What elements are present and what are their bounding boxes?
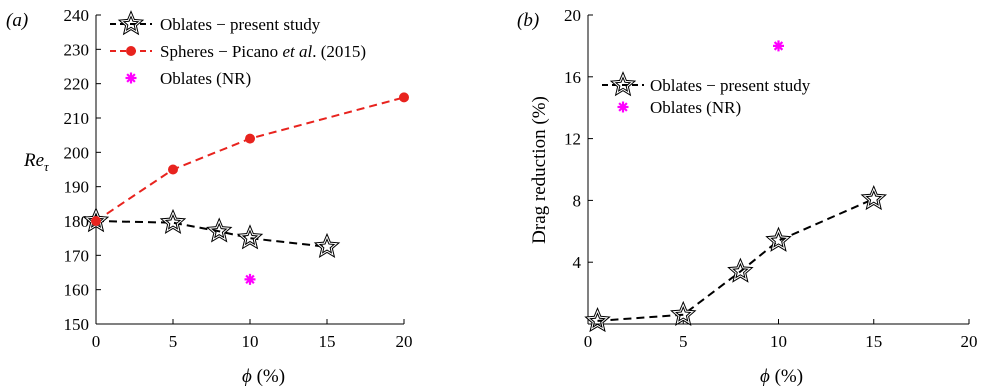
x-tick-label: 20 bbox=[961, 332, 978, 351]
y-tick-label: 12 bbox=[564, 130, 581, 149]
data-point-star bbox=[727, 257, 754, 283]
x-tick-label: 20 bbox=[396, 332, 413, 351]
y-tick-label: 4 bbox=[573, 253, 582, 272]
y-tick-label: 16 bbox=[564, 68, 581, 87]
data-point-star bbox=[860, 184, 887, 211]
chart-a-legend: Oblates − present study Spheres − Picano… bbox=[110, 10, 366, 88]
chart-a-series bbox=[82, 92, 409, 285]
data-point-circle bbox=[399, 92, 409, 103]
y-tick-label: 150 bbox=[64, 315, 90, 334]
legend-b-label-nr: Oblates (NR) bbox=[650, 98, 741, 117]
chart-a-x-ticks: 0 5 10 15 20 bbox=[92, 319, 413, 351]
x-tick-label: 15 bbox=[865, 332, 882, 351]
y-tick-label: 220 bbox=[64, 75, 90, 94]
legend-a-label-oblates: Oblates − present study bbox=[160, 15, 321, 34]
legend-star bbox=[117, 10, 145, 36]
data-point-star bbox=[765, 226, 792, 252]
x-tick-label: 10 bbox=[242, 332, 259, 351]
legend-b-label-oblates: Oblates − present study bbox=[650, 76, 811, 95]
data-point-star bbox=[584, 307, 611, 333]
data-point-asterisk bbox=[244, 273, 256, 285]
data-point-star bbox=[670, 300, 697, 326]
series-line-a-1 bbox=[95, 96, 405, 222]
y-tick-label: 200 bbox=[64, 143, 90, 162]
y-tick-label: 190 bbox=[64, 178, 90, 197]
chart-b-series bbox=[584, 40, 887, 333]
panel-a-label: (a) bbox=[6, 10, 28, 31]
legend-a-marker-oblates bbox=[117, 10, 145, 36]
chart-b-y-ticks: 4 8 12 16 20 bbox=[564, 6, 593, 325]
x-tick-label: 10 bbox=[770, 332, 787, 351]
chart-b-legend: Oblates − present study Oblates (NR) bbox=[602, 71, 811, 117]
x-tick-label: 0 bbox=[584, 332, 593, 351]
y-tick-label: 160 bbox=[64, 281, 90, 300]
series-line-b-0 bbox=[597, 197, 875, 322]
y-tick-label: 8 bbox=[573, 191, 582, 210]
legend-a-marker-spheres bbox=[126, 46, 136, 56]
x-tick-label: 0 bbox=[92, 332, 101, 351]
data-point-circle bbox=[91, 216, 101, 226]
panel-b-label: (b) bbox=[517, 10, 539, 31]
chart-b-xlabel: ϕ (%) bbox=[760, 366, 803, 387]
legend-b-marker-oblates bbox=[609, 71, 637, 97]
y-tick-label: 20 bbox=[564, 6, 581, 25]
data-point-star bbox=[236, 224, 264, 250]
chart-a-ylabel: Reτ bbox=[23, 150, 50, 174]
y-tick-label: 170 bbox=[64, 246, 90, 265]
data-point-circle bbox=[168, 164, 178, 175]
y-tick-label: 210 bbox=[64, 109, 90, 128]
x-tick-label: 5 bbox=[169, 332, 178, 351]
legend-a-marker-nr bbox=[125, 72, 137, 84]
legend-asterisk bbox=[617, 101, 629, 113]
y-tick-label: 180 bbox=[64, 212, 90, 231]
data-point-star bbox=[313, 232, 341, 258]
data-point-circle bbox=[245, 133, 255, 144]
chart-a-xlabel: ϕ (%) bbox=[242, 366, 285, 387]
legend-a-label-nr: Oblates (NR) bbox=[160, 69, 251, 88]
data-point-asterisk bbox=[773, 40, 784, 52]
chart-b: (b) 4 8 12 16 20 0 5 10 15 20 Drag reduction (%)… bbox=[517, 6, 978, 387]
y-tick-label: 240 bbox=[64, 6, 90, 25]
chart-b-ylabel: Drag reduction (%) bbox=[529, 96, 550, 244]
series-line-a-0 bbox=[95, 220, 328, 248]
chart-a-y-ticks: 150 160 170 180 190 200 210 220 230 240 bbox=[64, 6, 101, 334]
legend-asterisk bbox=[125, 72, 137, 84]
data-point-star bbox=[205, 217, 233, 243]
x-tick-label: 5 bbox=[679, 332, 688, 351]
y-tick-label: 230 bbox=[64, 40, 90, 59]
legend-star bbox=[609, 71, 637, 97]
legend-b-marker-nr bbox=[617, 101, 629, 113]
x-tick-label: 15 bbox=[319, 332, 336, 351]
legend-a-label-spheres: Spheres − Picano et al. (2015) bbox=[160, 42, 366, 61]
chart-b-x-ticks: 0 5 10 15 20 bbox=[584, 319, 978, 351]
chart-a: (a) 150 160 170 180 190 200 210 220 230 240 0 5 10 1… bbox=[6, 6, 413, 387]
data-point-star bbox=[159, 208, 187, 234]
